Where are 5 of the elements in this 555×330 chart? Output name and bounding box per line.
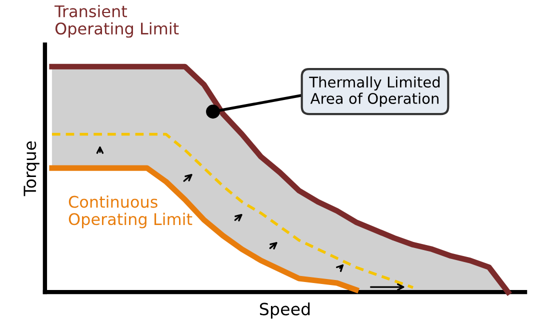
x-axis-title: Speed xyxy=(260,302,310,319)
annotation: Thermally Limited Area of Operation xyxy=(309,76,440,107)
y-axis-title: Torque xyxy=(24,141,40,196)
series-label: Continuous Operating Limit xyxy=(68,196,192,228)
series-label: Transient Operating Limit xyxy=(54,4,179,38)
